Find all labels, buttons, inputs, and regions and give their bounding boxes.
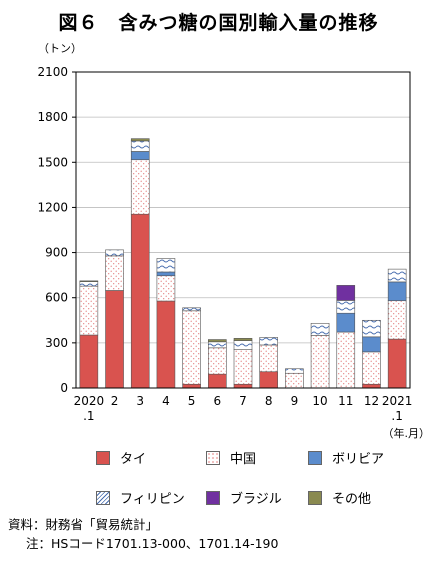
- x-tick-label: 12: [364, 394, 379, 408]
- legend-item: フィリピン: [96, 488, 185, 507]
- bar-segment: [130, 213, 150, 389]
- bar-segment: [362, 351, 381, 385]
- y-tick-label: 1500: [37, 155, 68, 169]
- legend-item: その他: [308, 488, 371, 507]
- x-tick-label: 2: [111, 394, 119, 408]
- y-tick-label: 2100: [37, 65, 68, 79]
- legend-swatch: [308, 450, 322, 465]
- y-tick-label: 900: [45, 246, 68, 260]
- y-tick-label: 300: [45, 336, 68, 350]
- bar-segment: [362, 336, 381, 353]
- bar-segment: [182, 307, 201, 312]
- x-tick-label: .1: [83, 409, 94, 423]
- legend-label: ブラジル: [230, 492, 282, 507]
- bar-segment: [336, 331, 356, 389]
- bar-segment: [156, 258, 176, 273]
- bar-segment: [362, 319, 381, 338]
- hs-code-note: 注：HSコード1701.13-000、1701.14-190: [26, 536, 279, 551]
- bar-segment: [387, 338, 407, 389]
- bar-segment: [105, 249, 124, 257]
- legend-label: 中国: [230, 452, 257, 467]
- bar-segment: [336, 285, 356, 301]
- x-tick-label: .1: [391, 409, 402, 423]
- x-unit-label: （年.月）: [383, 426, 431, 440]
- y-tick-label: 1200: [37, 200, 68, 214]
- bar-segment: [259, 337, 278, 346]
- x-tick-label: 4: [162, 394, 170, 408]
- bar-segment: [130, 138, 150, 142]
- y-tick-label: 1800: [37, 110, 68, 124]
- bar-segment: [79, 334, 99, 389]
- bar-segment: [336, 312, 356, 333]
- x-tick-label: 9: [291, 394, 299, 408]
- bar-segment: [130, 159, 150, 215]
- bar-segment: [156, 271, 176, 277]
- y-unit-label: （トン）: [38, 42, 82, 55]
- bar-segment: [182, 310, 201, 385]
- legend-swatch: [206, 490, 220, 505]
- bar-segment: [130, 151, 150, 161]
- x-tick-label: 6: [213, 394, 221, 408]
- bar-segment: [105, 255, 124, 291]
- bar-segment: [233, 338, 253, 341]
- legend-label: その他: [332, 492, 372, 507]
- x-tick-label: 5: [188, 394, 196, 408]
- bar-segment: [182, 383, 201, 389]
- x-tick-label: 8: [265, 394, 273, 408]
- x-tick-label: 2020: [74, 394, 105, 408]
- x-tick-label: 3: [136, 394, 144, 408]
- legend-swatch: [206, 450, 220, 465]
- bar-segment: [156, 300, 176, 389]
- notes: 資料：財務省「貿易統計」 注：HSコード1701.13-000、1701.14-…: [8, 515, 278, 553]
- legend-item: タイ: [96, 448, 146, 467]
- legend-swatch: [96, 490, 110, 505]
- bar-segment: [233, 349, 253, 385]
- bar-segment: [259, 344, 278, 373]
- x-tick-label: 7: [239, 394, 247, 408]
- bar-segment: [208, 373, 227, 389]
- bar-segment: [130, 140, 150, 152]
- bar-segment: [285, 372, 304, 389]
- legend-label: フィリピン: [120, 492, 185, 507]
- bar-segment: [79, 280, 99, 282]
- legend-label: タイ: [120, 452, 147, 467]
- bar-segment: [156, 275, 176, 302]
- y-tick-label: 600: [45, 291, 68, 305]
- x-tick-label: 11: [338, 394, 353, 408]
- legend-item: 中国: [206, 448, 256, 467]
- bar-segment: [387, 268, 407, 283]
- x-tick-label: 2021: [382, 394, 413, 408]
- source-note: 資料：財務省「貿易統計」: [8, 517, 159, 532]
- bar-segment: [310, 335, 330, 389]
- x-tick-label: 10: [312, 394, 327, 408]
- bar-segment: [233, 383, 253, 389]
- legend-item: ブラジル: [206, 488, 282, 507]
- bar-segment: [387, 281, 407, 302]
- bar-segment: [233, 340, 253, 350]
- legend-label: ボリビア: [332, 452, 385, 467]
- bar-segment: [336, 300, 356, 314]
- bar-segment: [105, 290, 124, 389]
- y-tick-label: 0: [60, 381, 68, 395]
- bar-segment: [79, 285, 99, 336]
- plot-area: [75, 71, 411, 389]
- legend-item: ボリビア: [308, 448, 384, 467]
- bar-segment: [310, 322, 330, 336]
- stacked-bar-chart: 0 300 600 900 1200 1500 1800 2100 （トン） （年.月） 2020.…: [37, 42, 431, 440]
- bar-segment: [208, 339, 227, 343]
- chart-title: 図６ 含みつ糖の国別輸入量の推移: [58, 12, 379, 34]
- bar-segment: [285, 368, 304, 374]
- bar-segment: [362, 383, 381, 389]
- bar-segment: [79, 281, 99, 287]
- legend-swatch: [308, 490, 322, 505]
- bar-segment: [387, 300, 407, 340]
- bar-segment: [208, 341, 227, 349]
- bar-segment: [259, 371, 278, 389]
- bar-segment: [208, 347, 227, 375]
- legend-swatch: [96, 450, 110, 465]
